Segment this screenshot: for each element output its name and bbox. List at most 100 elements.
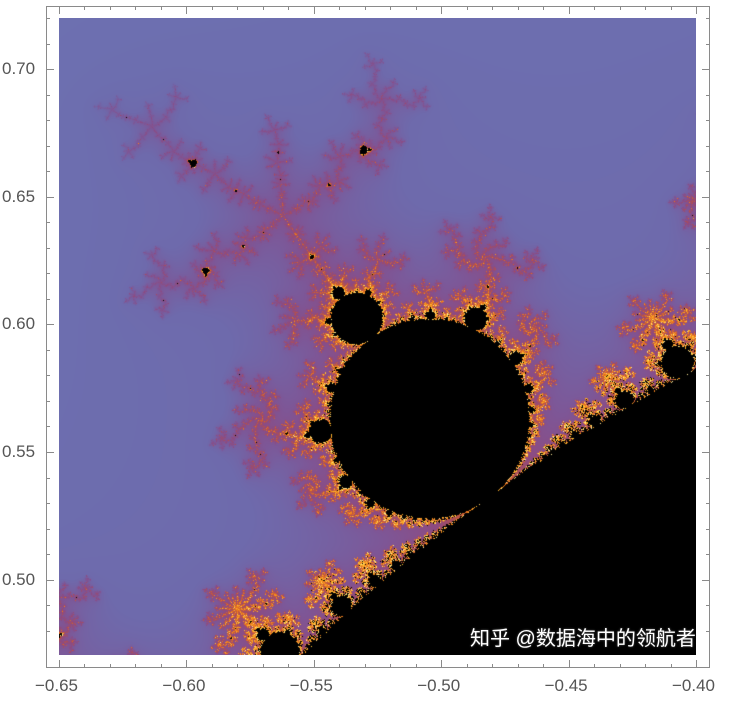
y-tick-right: [706, 426, 710, 427]
x-tick-top: [161, 6, 162, 10]
y-tick-left: [46, 529, 50, 530]
y-tick-left: [46, 120, 50, 121]
y-tick-left: [46, 69, 54, 70]
y-tick-right: [706, 18, 710, 19]
x-tick-top: [212, 6, 213, 10]
y-tick-left: [46, 44, 50, 45]
y-tick-left: [46, 580, 54, 581]
x-tick-bottom: [594, 664, 595, 668]
y-tick-left: [46, 95, 50, 96]
y-tick-left: [46, 273, 50, 274]
y-tick-left: [46, 631, 50, 632]
y-tick-right: [706, 299, 710, 300]
x-tick-bottom: [365, 664, 366, 668]
y-tick-right: [706, 605, 710, 606]
x-tick-bottom: [543, 664, 544, 668]
y-tick-left: [46, 248, 50, 249]
x-tick-bottom: [518, 664, 519, 668]
y-tick-right: [702, 324, 710, 325]
x-tick-label: −0.50: [417, 676, 461, 695]
x-tick-label: −0.40: [672, 676, 716, 695]
y-tick-left: [46, 452, 54, 453]
x-tick-top: [543, 6, 544, 10]
y-tick-label: 0.50: [2, 569, 36, 589]
x-tick-bottom: [492, 664, 493, 668]
x-tick-label: −0.65: [35, 676, 79, 695]
y-tick-left: [46, 554, 50, 555]
x-tick-bottom: [84, 664, 85, 668]
y-tick-left: [46, 375, 50, 376]
x-tick-bottom: [59, 660, 60, 668]
x-tick-top: [492, 6, 493, 10]
x-tick-bottom: [161, 664, 162, 668]
x-tick-bottom: [390, 664, 391, 668]
y-tick-left: [46, 171, 50, 172]
x-tick-top: [84, 6, 85, 10]
x-tick-top: [365, 6, 366, 10]
x-tick-top: [696, 6, 697, 14]
y-tick-left: [46, 146, 50, 147]
x-tick-top: [416, 6, 417, 10]
x-tick-bottom: [467, 664, 468, 668]
x-tick-bottom: [135, 664, 136, 668]
y-tick-right: [706, 146, 710, 147]
x-tick-top: [314, 6, 315, 14]
x-tick-bottom: [416, 664, 417, 668]
x-tick-bottom: [671, 664, 672, 668]
x-tick-top: [186, 6, 187, 14]
x-tick-bottom: [186, 660, 187, 668]
y-tick-right: [702, 580, 710, 581]
x-tick-top: [110, 6, 111, 10]
x-tick-top: [569, 6, 570, 14]
x-tick-bottom: [237, 664, 238, 668]
x-tick-bottom: [339, 664, 340, 668]
y-tick-right: [706, 375, 710, 376]
x-tick-top: [671, 6, 672, 10]
x-tick-top: [441, 6, 442, 14]
y-tick-right: [706, 95, 710, 96]
y-tick-left: [46, 401, 50, 402]
x-tick-bottom: [110, 664, 111, 668]
x-tick-top: [59, 6, 60, 14]
x-tick-label: −0.60: [162, 676, 206, 695]
x-tick-bottom: [441, 660, 442, 668]
y-tick-right: [706, 478, 710, 479]
y-tick-left: [46, 350, 50, 351]
x-tick-label: −0.55: [289, 676, 333, 695]
x-tick-top: [339, 6, 340, 10]
y-tick-left: [46, 222, 50, 223]
x-tick-label: −0.45: [544, 676, 588, 695]
x-tick-bottom: [696, 660, 697, 668]
y-tick-left: [46, 503, 50, 504]
y-tick-left: [46, 18, 50, 19]
fractal-density-plot: [59, 18, 696, 655]
y-tick-left: [46, 197, 54, 198]
y-tick-right: [706, 44, 710, 45]
x-tick-top: [620, 6, 621, 10]
x-tick-bottom: [645, 664, 646, 668]
watermark: 知乎 @数据海中的领航者: [470, 628, 696, 650]
x-tick-top: [390, 6, 391, 10]
x-tick-bottom: [263, 664, 264, 668]
x-tick-top: [594, 6, 595, 10]
x-tick-top: [135, 6, 136, 10]
y-tick-label: 0.55: [2, 442, 36, 462]
y-tick-right: [706, 401, 710, 402]
y-tick-left: [46, 605, 50, 606]
y-tick-right: [706, 222, 710, 223]
y-tick-right: [706, 120, 710, 121]
y-tick-left: [46, 299, 50, 300]
y-tick-left: [46, 478, 50, 479]
y-tick-right: [702, 69, 710, 70]
y-tick-right: [706, 503, 710, 504]
x-tick-bottom: [620, 664, 621, 668]
x-tick-bottom: [288, 664, 289, 668]
x-tick-top: [288, 6, 289, 10]
x-tick-bottom: [212, 664, 213, 668]
y-tick-right: [706, 248, 710, 249]
x-tick-bottom: [569, 660, 570, 668]
y-tick-right: [706, 171, 710, 172]
x-tick-bottom: [314, 660, 315, 668]
y-tick-right: [706, 529, 710, 530]
x-tick-top: [237, 6, 238, 10]
